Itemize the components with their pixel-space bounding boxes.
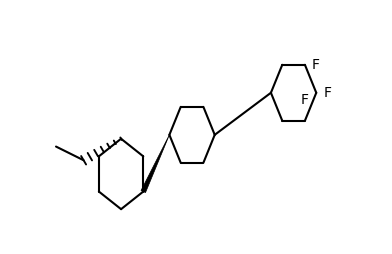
Text: F: F: [301, 93, 309, 107]
Text: F: F: [323, 86, 331, 100]
Polygon shape: [141, 135, 169, 193]
Text: F: F: [312, 58, 320, 72]
